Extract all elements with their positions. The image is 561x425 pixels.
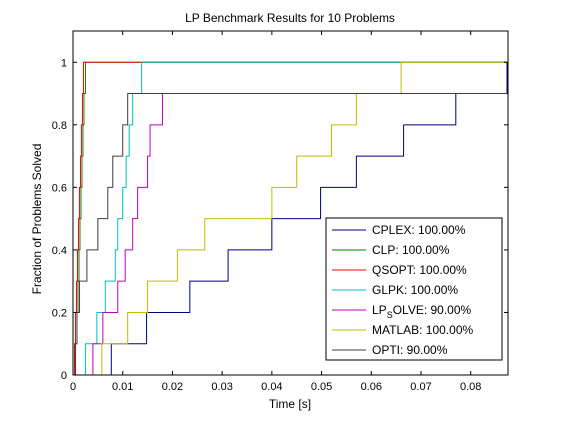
- x-tick-label: 0.01: [112, 381, 133, 393]
- y-tick-label: 1: [61, 57, 67, 69]
- legend-entry-opti: OPTI: 90.00%: [372, 343, 448, 357]
- legend-entry-glpk: GLPK: 100.00%: [372, 283, 458, 297]
- y-tick-label: 0.6: [52, 182, 67, 194]
- x-tick-label: 0.07: [410, 381, 431, 393]
- x-axis-label: Time [s]: [269, 397, 311, 411]
- x-tick-label: 0.03: [211, 381, 232, 393]
- x-tick-label: 0.08: [460, 381, 481, 393]
- y-axis-label: Fraction of Problems Solved: [30, 144, 44, 295]
- series-line-qsopt: [73, 61, 508, 375]
- series-line-matlab: [73, 61, 508, 375]
- axes: 0 0.01 0.02 0.03 0.04 0.05 0.06 0.07 0.08 0 0.2 0.4…: [52, 30, 509, 393]
- legend-box: [325, 217, 503, 361]
- y-tick-label: 0.2: [52, 307, 67, 319]
- legend: CPLEX: 100.00% CLP: 100.00% QSOPT: 100.00%…: [325, 217, 503, 361]
- y-tick-label: 0.4: [52, 245, 67, 257]
- x-tick-label: 0.05: [311, 381, 332, 393]
- legend-entry-clp: CLP: 100.00%: [372, 243, 450, 257]
- x-tick-label: 0: [70, 381, 76, 393]
- legend-entry-cplex: CPLEX: 100.00%: [372, 223, 466, 237]
- axes-box: [72, 30, 509, 376]
- series-line-lpsolve: [73, 93, 508, 375]
- chart-title: LP Benchmark Results for 10 Problems: [185, 11, 395, 25]
- legend-entry-lpsolve: LPSOLVE: 90.00%: [372, 303, 472, 320]
- y-tick-label: 0: [61, 370, 67, 382]
- series-line-opti: [73, 93, 508, 375]
- series-line-glpk: [73, 61, 508, 375]
- x-tick-label: 0.04: [261, 381, 282, 393]
- y-tick-label: 0.8: [52, 120, 67, 132]
- legend-entry-matlab: MATLAB: 100.00%: [372, 323, 473, 337]
- x-tick-label: 0.06: [361, 381, 382, 393]
- legend-entry-qsopt: QSOPT: 100.00%: [372, 263, 467, 277]
- plot-area: [73, 61, 508, 375]
- x-tick-label: 0.02: [162, 381, 183, 393]
